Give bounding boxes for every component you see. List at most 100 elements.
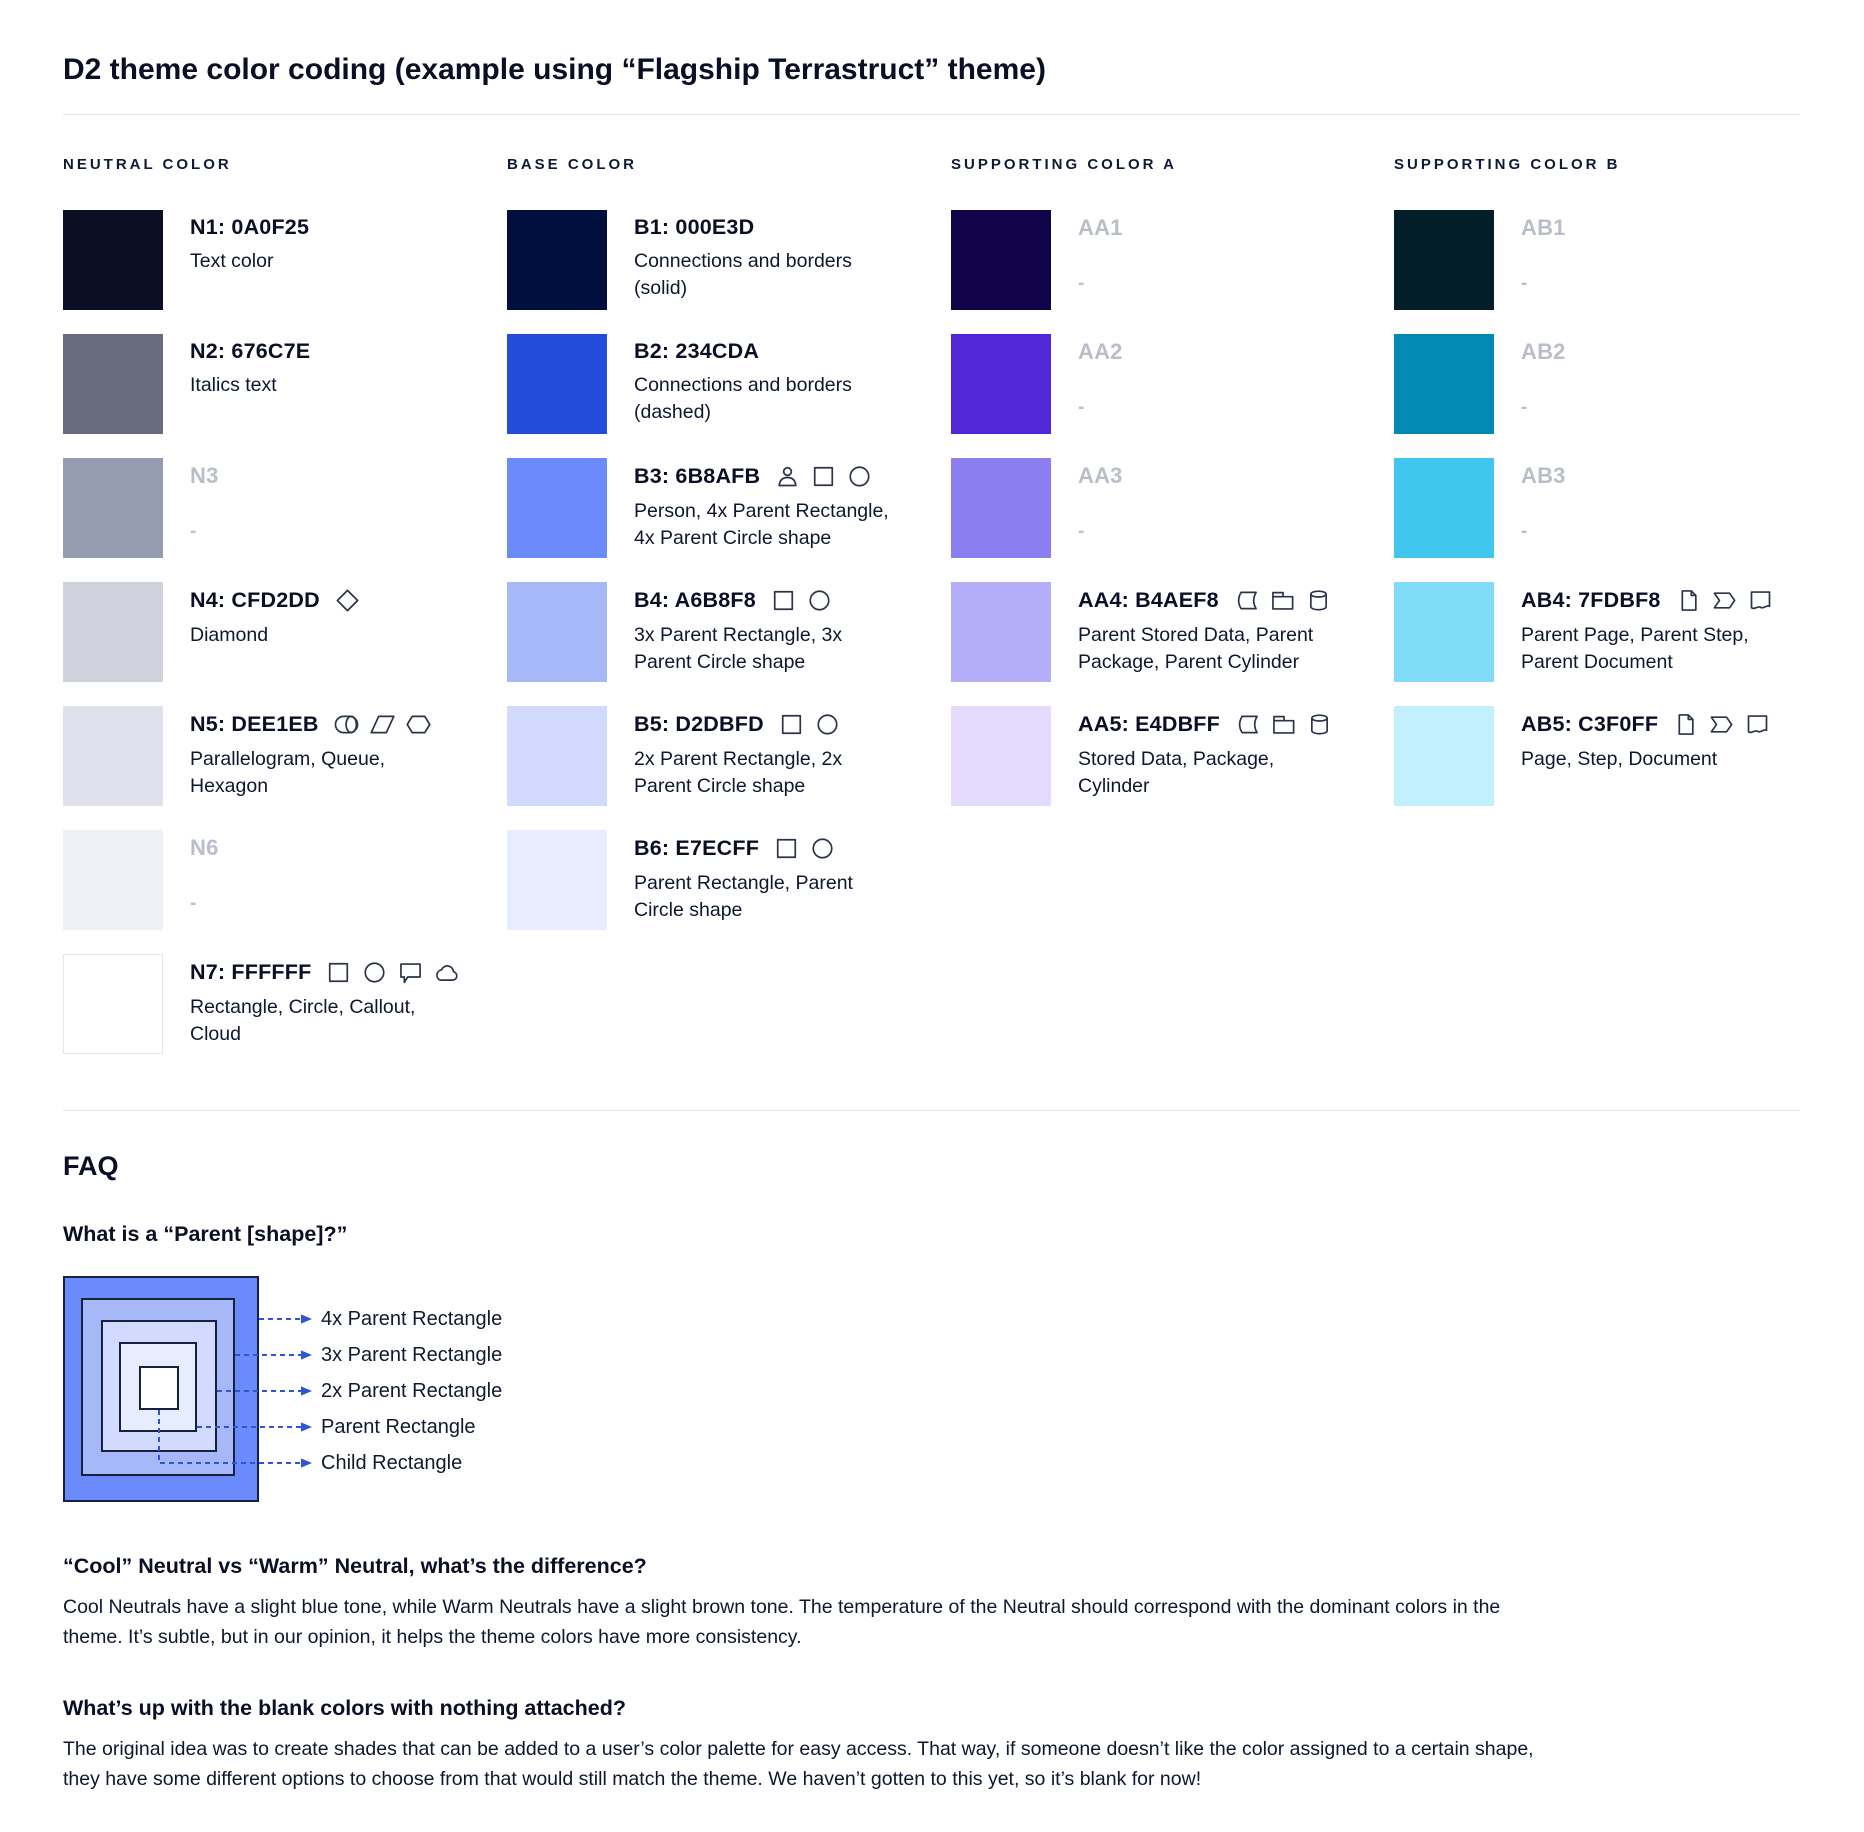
palette-column: BASE COLOR B1: 000E3D Connections and bord… (507, 156, 951, 1078)
blank-dash: - (190, 893, 197, 914)
shape-icons (774, 463, 873, 490)
palette-row: AA3 - (951, 458, 1394, 558)
palette-row: AA2 - (951, 334, 1394, 434)
color-swatch (507, 458, 607, 558)
color-label: B2: 234CDA (634, 339, 760, 363)
square-child-rectangle (139, 1366, 179, 1410)
palette-row: B5: D2DBFD 2x Parent Rectangle, 2x Parent… (507, 706, 951, 806)
color-description: 3x Parent Rectangle, 3x Parent Circle sh… (634, 624, 843, 673)
stored-data-icon (1237, 591, 1257, 610)
swatch-meta: N6 - (190, 830, 219, 930)
color-label: AB4: 7FDBF8 (1521, 588, 1661, 612)
color-description: Parallelogram, Queue, Hexagon (190, 748, 386, 797)
color-swatch (63, 210, 163, 310)
color-label: AA3 (1078, 463, 1123, 488)
color-label: AA1 (1078, 215, 1123, 240)
swatch-meta: B4: A6B8F8 3x Parent Rectangle, 3x Parent… (634, 582, 900, 682)
swatch-meta: B6: E7ECFF Parent Rectangle, Parent Circl… (634, 830, 900, 930)
color-swatch (63, 458, 163, 558)
palette-row: N6 - (63, 830, 507, 930)
swatch-meta: N3 - (190, 458, 219, 558)
rectangle-icon (814, 466, 834, 487)
faq-heading: FAQ (63, 1151, 119, 1181)
color-swatch (1394, 334, 1494, 434)
color-label: AB2 (1521, 339, 1566, 364)
palette-row: N2: 676C7E Italics text (63, 334, 507, 434)
color-label: B5: D2DBFD (634, 712, 764, 736)
document-icon (1750, 591, 1770, 610)
color-label: AA5: E4DBFF (1078, 712, 1220, 736)
palette-row: AB3 - (1394, 458, 1800, 558)
page-title: D2 theme color coding (example using “Fl… (63, 53, 1046, 86)
cylinder-icon (1309, 590, 1327, 611)
palette-row: AA5: E4DBFF Stored Data, Package, Cylinde… (951, 706, 1394, 806)
palette-column: NEUTRAL COLOR N1: 0A0F25 Text color N2: 676… (63, 156, 507, 1078)
swatch-meta: N5: DEE1EB Parallelogram, Queue, Hexagon (190, 706, 456, 806)
cloud-icon (436, 965, 459, 981)
color-description: Person, 4x Parent Rectangle, 4x Parent C… (634, 500, 889, 549)
color-description: 2x Parent Rectangle, 2x Parent Circle sh… (634, 748, 843, 797)
color-label: N2: 676C7E (190, 339, 311, 363)
faq-question-cool-warm: “Cool” Neutral vs “Warm” Neutral, what’s… (63, 1554, 647, 1578)
color-description: Italics text (190, 374, 277, 396)
cylinder-icon (1310, 714, 1328, 735)
swatch-meta: AA2 - (1078, 334, 1123, 434)
color-label: AB1 (1521, 215, 1566, 240)
color-label: B6: E7ECFF (634, 836, 760, 860)
color-label: AA4: B4AEF8 (1078, 588, 1219, 612)
color-swatch (507, 830, 607, 930)
shape-icons (1672, 711, 1771, 738)
swatch-meta: N7: FFFFFF Rectangle, Circle, Callout, Cl… (190, 954, 460, 1054)
swatch-meta: AA4: B4AEF8 Parent Stored Data, Parent Pa… (1078, 582, 1344, 682)
color-description: Connections and borders (solid) (634, 250, 852, 299)
color-description: Text color (190, 250, 274, 272)
shape-icons (778, 711, 841, 738)
blank-dash: - (1078, 397, 1085, 418)
palette-row: N7: FFFFFF Rectangle, Circle, Callout, Cl… (63, 954, 507, 1054)
palette-row: N3 - (63, 458, 507, 558)
color-label: AA2 (1078, 339, 1123, 364)
palette-column: SUPPORTING COLOR A AA1 - AA2 - AA3 - AA4: B4AEF… (951, 156, 1394, 1078)
swatch-meta: AB5: C3F0FF Page, Step, Document (1521, 706, 1771, 806)
color-swatch (951, 210, 1051, 310)
page-icon (1681, 590, 1697, 611)
color-swatch (507, 582, 607, 682)
color-description: Stored Data, Package, Cylinder (1078, 748, 1275, 797)
circle-icon (849, 466, 870, 487)
queue-icon (334, 715, 359, 734)
palette-column: SUPPORTING COLOR B AB1 - AB2 - AB3 - AB4: 7FDBF… (1394, 156, 1800, 1078)
swatch-meta: N2: 676C7E Italics text (190, 334, 310, 434)
palette-row: AA4: B4AEF8 Parent Stored Data, Parent Pa… (951, 582, 1394, 682)
swatch-meta: B5: D2DBFD 2x Parent Rectangle, 2x Parent… (634, 706, 900, 806)
shape-icons (334, 587, 361, 614)
person-icon (778, 466, 797, 487)
palette-row: B1: 000E3D Connections and borders (solid… (507, 210, 951, 310)
top-divider (63, 114, 1800, 115)
swatch-meta: AA1 - (1078, 210, 1123, 310)
color-swatch (507, 706, 607, 806)
circle-icon (809, 590, 830, 611)
blank-dash: - (1521, 273, 1528, 294)
shape-icons (773, 835, 836, 862)
swatch-meta: B2: 234CDA Connections and borders (dashe… (634, 334, 900, 434)
color-swatch (63, 830, 163, 930)
package-icon (1271, 591, 1294, 610)
swatch-meta: N4: CFD2DD Diamond (190, 582, 361, 682)
color-label: N6 (190, 835, 219, 860)
palette-row: AB4: 7FDBF8 Parent Page, Parent Step, Par… (1394, 582, 1800, 682)
diagram-label: Child Rectangle (321, 1452, 463, 1474)
color-swatch (951, 582, 1051, 682)
palette-row: AB1 - (1394, 210, 1800, 310)
column-header: SUPPORTING COLOR B (1394, 156, 1621, 173)
swatch-meta: AA3 - (1078, 458, 1123, 558)
color-swatch (63, 954, 163, 1054)
step-icon (1713, 592, 1736, 609)
color-label: N1: 0A0F25 (190, 215, 310, 239)
color-label: N5: DEE1EB (190, 712, 319, 736)
swatch-meta: AB2 - (1521, 334, 1566, 434)
column-header: NEUTRAL COLOR (63, 156, 232, 173)
blank-dash: - (1521, 397, 1528, 418)
color-description: Rectangle, Circle, Callout, Cloud (190, 996, 416, 1045)
palette-row: N1: 0A0F25 Text color (63, 210, 507, 310)
